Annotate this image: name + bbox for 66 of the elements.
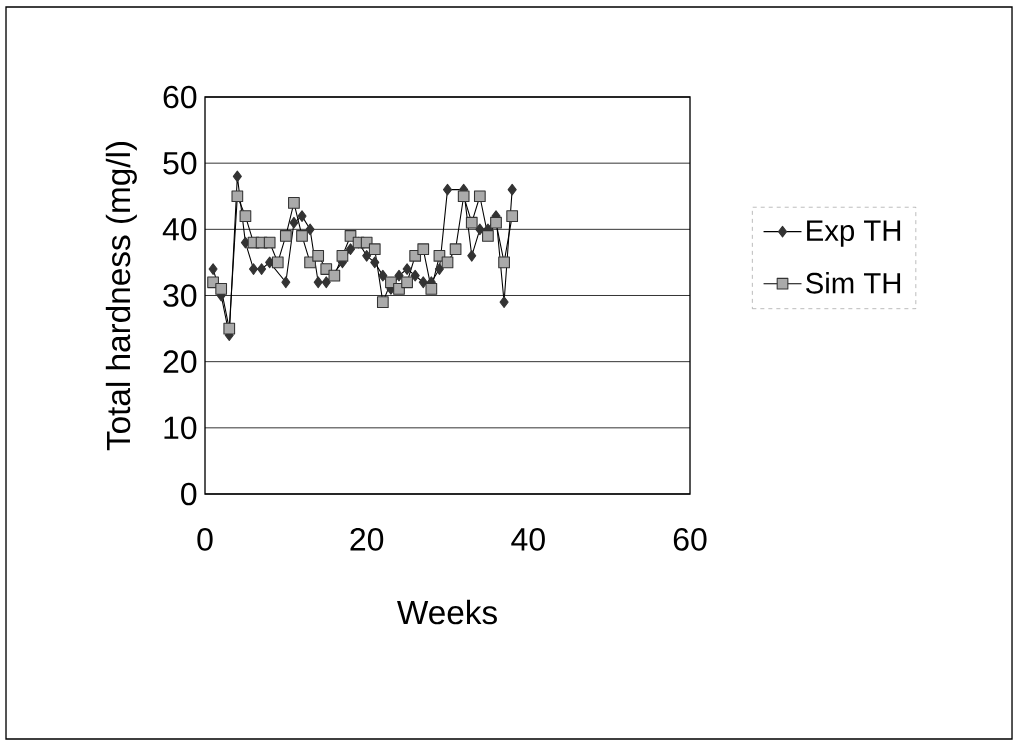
y-tick-label: 20 [163, 350, 197, 373]
y-tick-label: 50 [163, 151, 197, 175]
point [336, 249, 349, 262]
point [231, 190, 244, 203]
x-tick-label: 0 [197, 528, 213, 551]
point [370, 256, 380, 269]
point [376, 296, 389, 308]
point [417, 243, 430, 256]
point [248, 263, 259, 275]
point [442, 183, 453, 196]
point [475, 223, 485, 236]
point [418, 276, 428, 289]
x-tick-label: 20 [350, 528, 384, 551]
point [312, 249, 325, 262]
legend-label: Exp TH [807, 220, 901, 247]
point [208, 263, 218, 275]
point [313, 276, 323, 289]
point [507, 183, 517, 196]
y-tick-label: 60 [163, 85, 197, 109]
x-tick-label: 60 [673, 528, 707, 551]
point [215, 283, 228, 295]
y-axis-title: Total hardness (mg/l) [105, 142, 137, 451]
point [368, 243, 381, 256]
point [457, 190, 470, 203]
point [288, 196, 300, 209]
point [498, 256, 510, 269]
point [473, 190, 486, 203]
point [279, 230, 292, 242]
point [506, 210, 519, 222]
point [362, 249, 372, 262]
point [328, 269, 341, 282]
point [490, 216, 502, 229]
point [263, 236, 276, 249]
point [321, 276, 331, 289]
point [239, 210, 252, 222]
point [281, 276, 291, 289]
point [289, 216, 299, 229]
point [240, 236, 250, 249]
point [232, 170, 242, 183]
y-tick-label: 0 [181, 482, 197, 506]
point [410, 269, 420, 282]
point [441, 256, 454, 269]
point [345, 243, 356, 256]
point [378, 269, 388, 282]
point [257, 263, 267, 275]
y-tick-label: 10 [164, 416, 197, 440]
point [223, 322, 236, 335]
point [465, 216, 478, 229]
y-tick-label: 40 [162, 218, 197, 241]
point [434, 263, 444, 275]
point [394, 269, 404, 282]
point [499, 296, 509, 308]
legend-label: Sim TH [806, 272, 901, 294]
x-axis-title: Weeks [397, 599, 497, 625]
point [297, 210, 307, 222]
point [401, 276, 413, 289]
point [467, 249, 477, 262]
x-tick-label: 40 [511, 528, 545, 551]
point [305, 223, 315, 236]
point [271, 256, 284, 269]
point [482, 230, 494, 242]
y-tick-label: 30 [163, 284, 197, 307]
point [449, 243, 462, 256]
point [296, 230, 308, 242]
point [402, 263, 412, 275]
point [425, 283, 438, 295]
